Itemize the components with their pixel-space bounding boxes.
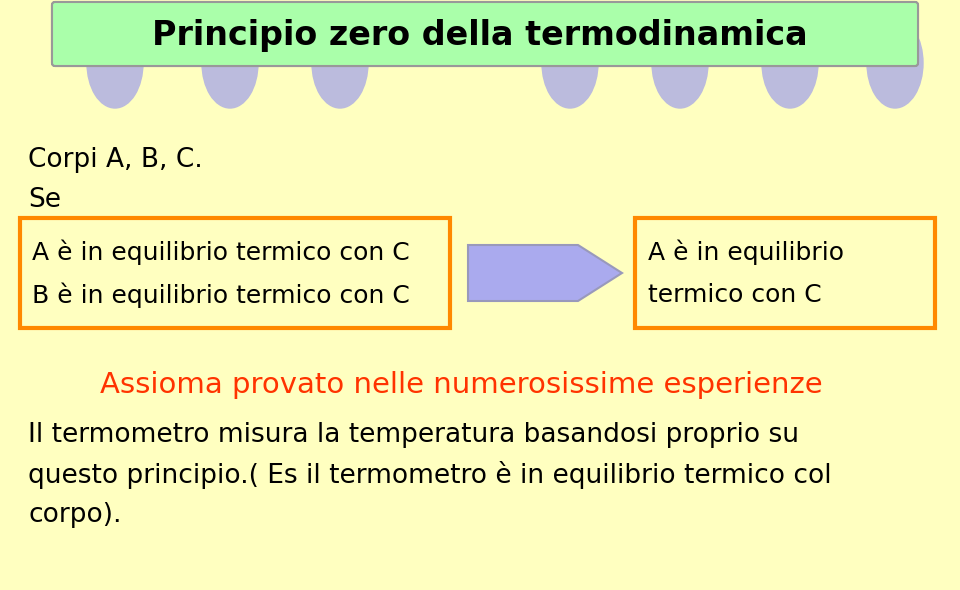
Ellipse shape: [312, 18, 368, 108]
Text: Principio zero della termodinamica: Principio zero della termodinamica: [153, 19, 807, 53]
Text: questo principio.( Es il termometro è in equilibrio termico col: questo principio.( Es il termometro è in…: [28, 461, 831, 489]
FancyBboxPatch shape: [635, 218, 935, 328]
Ellipse shape: [652, 18, 708, 108]
FancyBboxPatch shape: [20, 218, 450, 328]
Text: Se: Se: [28, 187, 61, 213]
Ellipse shape: [762, 18, 818, 108]
FancyBboxPatch shape: [52, 2, 918, 66]
Text: Il termometro misura la temperatura basandosi proprio su: Il termometro misura la temperatura basa…: [28, 422, 799, 448]
Text: B è in equilibrio termico con C: B è in equilibrio termico con C: [32, 282, 410, 308]
Text: A è in equilibrio: A è in equilibrio: [648, 240, 844, 265]
Text: A è in equilibrio termico con C: A è in equilibrio termico con C: [32, 240, 410, 265]
Ellipse shape: [87, 18, 143, 108]
Ellipse shape: [202, 18, 258, 108]
FancyBboxPatch shape: [52, 2, 918, 66]
Text: Corpi A, B, C.: Corpi A, B, C.: [28, 147, 203, 173]
Text: Assioma provato nelle numerosissime esperienze: Assioma provato nelle numerosissime espe…: [100, 371, 823, 399]
Ellipse shape: [542, 18, 598, 108]
Text: corpo).: corpo).: [28, 502, 122, 528]
Text: Principio zero della termodinamica: Principio zero della termodinamica: [153, 19, 807, 53]
Text: termico con C: termico con C: [648, 283, 822, 307]
Polygon shape: [468, 245, 622, 301]
Ellipse shape: [867, 18, 923, 108]
